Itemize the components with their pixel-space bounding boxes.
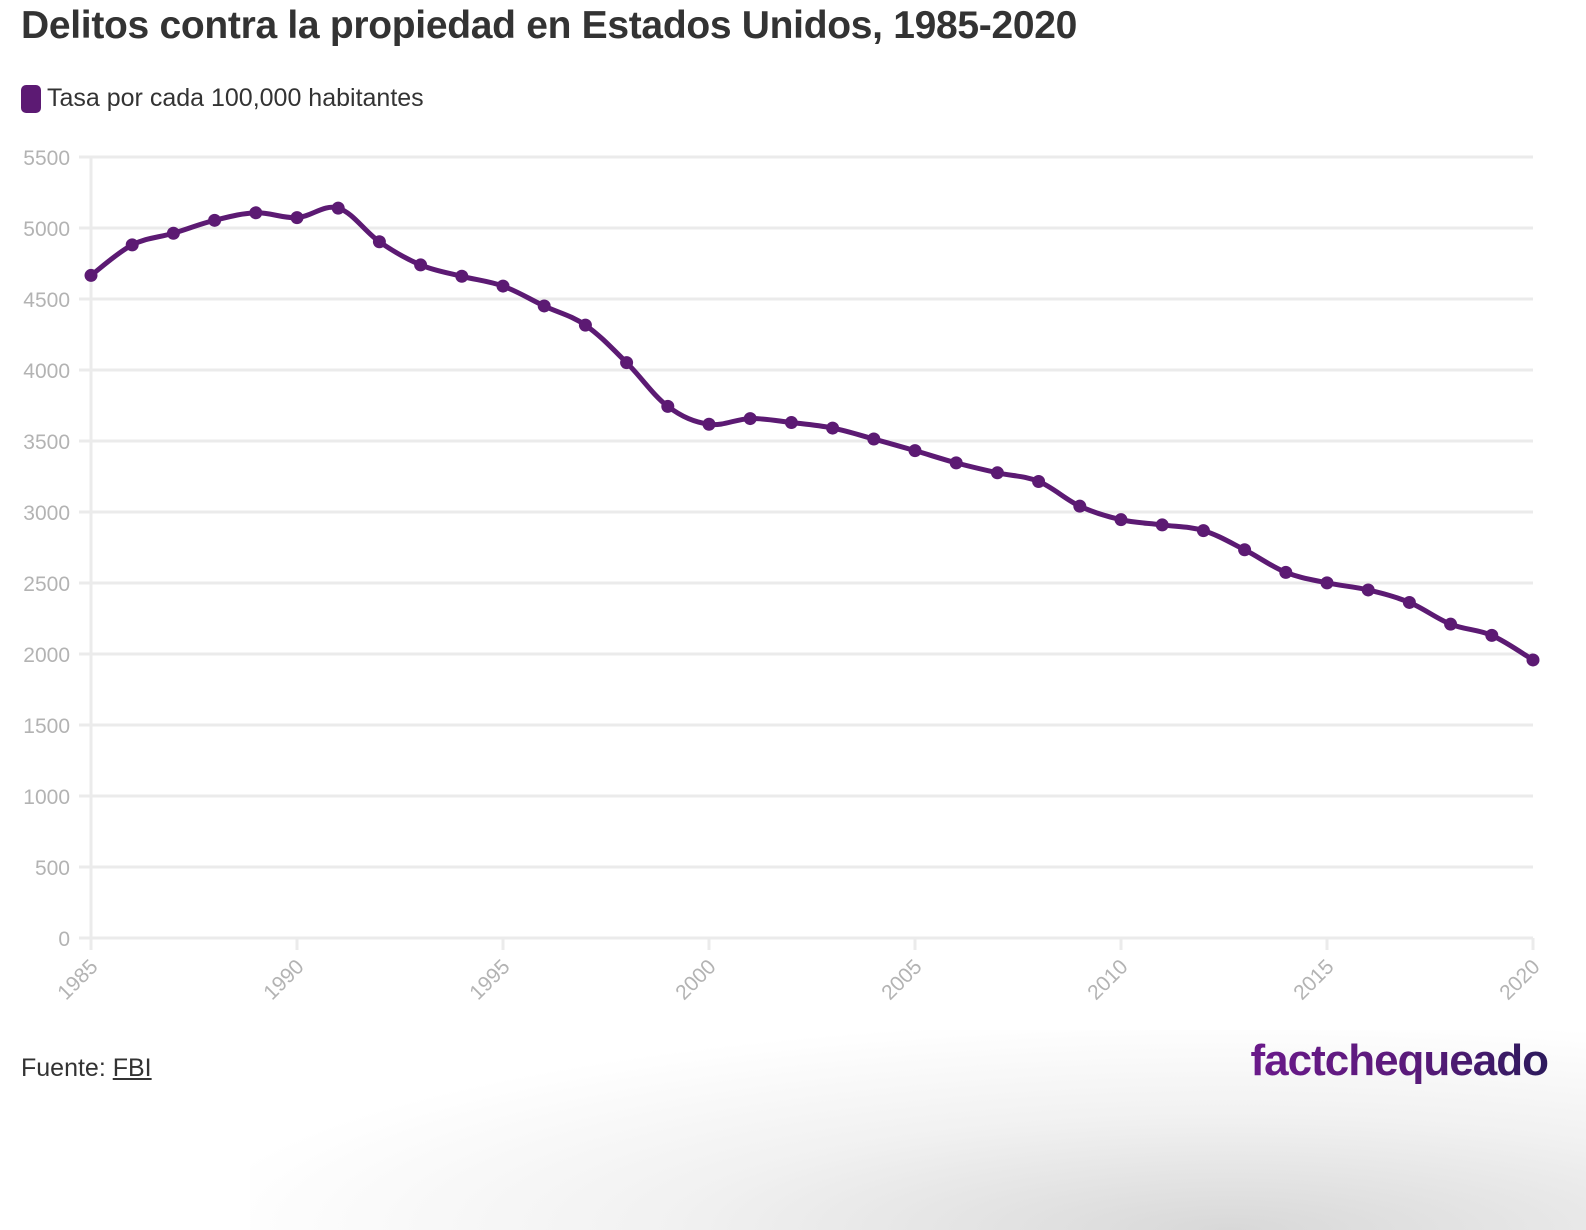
data-point-2011[interactable] — [1155, 518, 1169, 532]
data-point-2013[interactable] — [1238, 543, 1252, 557]
data-point-1994[interactable] — [455, 269, 469, 283]
data-point-2012[interactable] — [1196, 524, 1210, 538]
data-point-2010[interactable] — [1114, 513, 1128, 527]
data-point-2014[interactable] — [1279, 565, 1293, 579]
data-point-1988[interactable] — [208, 213, 222, 227]
data-point-1990[interactable] — [290, 211, 304, 225]
data-point-1987[interactable] — [166, 226, 180, 240]
data-point-2000[interactable] — [702, 417, 716, 431]
data-point-1997[interactable] — [578, 318, 592, 332]
x-tick-label: 2010 — [1083, 955, 1132, 1004]
y-tick-label: 2500 — [23, 573, 70, 596]
data-point-1985[interactable] — [84, 268, 98, 282]
source-prefix: Fuente: — [21, 1054, 106, 1082]
data-point-1989[interactable] — [249, 206, 263, 220]
y-tick-label: 1000 — [23, 786, 70, 809]
source-note: Fuente: FBI — [21, 1054, 152, 1083]
y-tick-label: 4000 — [23, 360, 70, 383]
data-point-1993[interactable] — [414, 258, 428, 272]
y-tick-label: 0 — [58, 928, 70, 951]
x-tick-label: 2020 — [1495, 955, 1544, 1004]
chart-title: Delitos contra la propiedad en Estados U… — [21, 4, 1078, 47]
y-tick-label: 5000 — [23, 218, 70, 241]
x-tick-label: 1995 — [465, 955, 514, 1004]
data-point-2005[interactable] — [908, 444, 922, 458]
brand-logo[interactable]: factchequeado — [1250, 1036, 1549, 1085]
data-point-2003[interactable] — [826, 421, 840, 435]
data-point-1992[interactable] — [372, 235, 386, 249]
series-layer — [84, 201, 1540, 667]
legend-label: Tasa por cada 100,000 habitantes — [47, 84, 424, 112]
source-link[interactable]: FBI — [112, 1054, 152, 1082]
data-point-1995[interactable] — [496, 279, 510, 293]
data-point-2018[interactable] — [1444, 617, 1458, 631]
y-tick-label: 3500 — [23, 431, 70, 454]
data-point-2002[interactable] — [784, 416, 798, 430]
data-point-2004[interactable] — [867, 432, 881, 446]
x-axis: 1985 1990 1995 2000 2005 2010 2015 2020 — [53, 938, 1545, 1005]
data-point-2017[interactable] — [1402, 595, 1416, 609]
y-tick-label: 2000 — [23, 644, 70, 667]
data-point-2006[interactable] — [949, 456, 963, 470]
data-point-1986[interactable] — [125, 238, 139, 252]
series-line — [88, 204, 1536, 663]
y-axis: 0 500 1000 1500 2000 2500 3000 3500 4000 4500 5000… — [23, 147, 70, 951]
y-tick-label: 5500 — [23, 147, 70, 170]
data-point-1998[interactable] — [620, 356, 634, 370]
data-point-2009[interactable] — [1073, 499, 1087, 513]
legend: Tasa por cada 100,000 habitantes — [21, 84, 424, 113]
y-tick-label: 3000 — [23, 502, 70, 525]
data-point-1999[interactable] — [661, 399, 675, 413]
data-point-2020[interactable] — [1526, 653, 1540, 667]
x-tick-label: 1990 — [259, 955, 308, 1004]
x-tick-label: 2015 — [1289, 955, 1338, 1004]
legend-swatch — [21, 84, 41, 113]
line-chart: 0 500 1000 1500 2000 2500 3000 3500 4000 4500 5000… — [23, 147, 1545, 1005]
data-point-2016[interactable] — [1361, 583, 1375, 597]
data-point-2015[interactable] — [1320, 576, 1334, 590]
y-tick-label: 1500 — [23, 715, 70, 738]
y-tick-label: 4500 — [23, 289, 70, 312]
x-tick-label: 1985 — [53, 955, 102, 1004]
data-point-2007[interactable] — [990, 466, 1004, 480]
data-point-2001[interactable] — [743, 412, 757, 426]
x-tick-label: 2005 — [877, 955, 926, 1004]
gridlines — [79, 155, 1533, 950]
x-tick-label: 2000 — [671, 955, 720, 1004]
data-point-1991[interactable] — [331, 201, 345, 215]
data-point-2008[interactable] — [1032, 474, 1046, 488]
data-point-2019[interactable] — [1485, 628, 1499, 642]
y-tick-label: 500 — [35, 857, 70, 880]
data-point-1996[interactable] — [537, 299, 551, 313]
